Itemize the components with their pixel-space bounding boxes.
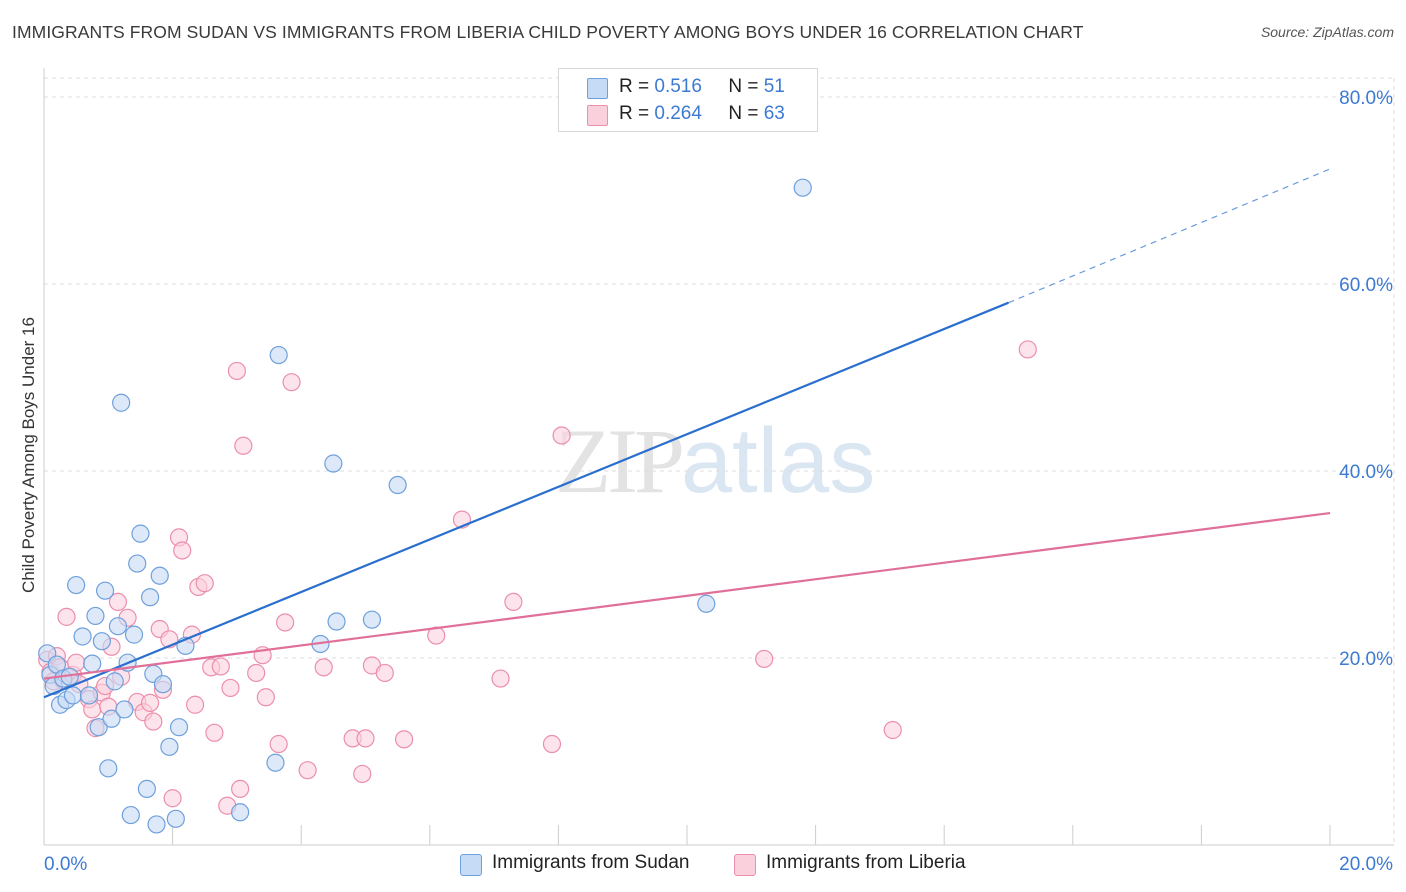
sudan-point bbox=[102, 709, 121, 728]
liberia-point bbox=[247, 663, 266, 683]
sudan-point bbox=[73, 627, 92, 646]
sudan-point bbox=[169, 718, 189, 737]
sudan-point bbox=[92, 632, 111, 651]
liberia-point bbox=[186, 695, 205, 714]
sudan-point bbox=[793, 178, 812, 197]
sudan-point bbox=[121, 805, 140, 825]
liberia-point bbox=[256, 688, 275, 707]
liberia-point bbox=[314, 658, 333, 677]
bottom-legend-swatch-sudan bbox=[460, 854, 482, 876]
liberia-point bbox=[1018, 340, 1037, 359]
sudan-point bbox=[327, 612, 346, 631]
legend-n-label: N = bbox=[728, 103, 759, 124]
y-tick-label: 20.0% bbox=[1339, 649, 1393, 670]
liberia-point bbox=[755, 649, 774, 669]
liberia-point bbox=[356, 729, 375, 748]
sudan-point bbox=[79, 686, 99, 705]
sudan-point bbox=[324, 454, 343, 473]
liberia-point bbox=[276, 613, 295, 632]
liberia-point bbox=[140, 693, 160, 712]
sudan-point bbox=[124, 625, 144, 644]
liberia-point bbox=[108, 592, 128, 612]
liberia-point bbox=[504, 592, 523, 612]
sudan-point bbox=[362, 610, 382, 629]
liberia-point bbox=[269, 734, 288, 754]
sudan-point bbox=[99, 759, 118, 778]
sudan-point bbox=[95, 581, 115, 600]
liberia-point bbox=[234, 436, 253, 455]
legend-r-value-sudan: 0.516 bbox=[654, 76, 702, 97]
bottom-legend-label-liberia: Immigrants from Liberia bbox=[766, 852, 966, 873]
legend-n-value-liberia: 63 bbox=[763, 103, 785, 124]
legend-r-label: R = bbox=[619, 103, 650, 124]
liberia-point bbox=[211, 657, 230, 676]
sudan-point bbox=[697, 594, 716, 613]
sudan-point bbox=[388, 475, 407, 495]
liberia-point bbox=[552, 426, 571, 445]
liberia-point bbox=[57, 607, 76, 626]
liberia-point bbox=[221, 678, 240, 698]
sudan-point bbox=[128, 554, 147, 573]
legend-r-value-liberia: 0.264 bbox=[654, 103, 702, 124]
liberia-point bbox=[491, 669, 510, 688]
sudan-point bbox=[153, 675, 173, 694]
liberia-point bbox=[144, 712, 163, 731]
chart-title: IMMIGRANTS FROM SUDAN VS IMMIGRANTS FROM… bbox=[12, 22, 1084, 42]
sudan-point bbox=[115, 700, 134, 719]
liberia-point bbox=[542, 734, 562, 754]
liberia-point bbox=[298, 761, 317, 780]
liberia-point bbox=[883, 720, 902, 740]
bottom-legend-swatch-liberia bbox=[734, 854, 756, 876]
sudan-point bbox=[89, 718, 108, 737]
x-tick-label: 20.0% bbox=[1339, 854, 1393, 875]
sudan-point bbox=[269, 345, 288, 365]
sudan-point bbox=[105, 672, 124, 691]
sudan-point bbox=[166, 809, 185, 828]
legend-n-value-sudan: 51 bbox=[763, 76, 785, 97]
liberia-point bbox=[353, 764, 372, 784]
liberia-point bbox=[163, 789, 182, 808]
x-tick-label: 0.0% bbox=[44, 854, 87, 875]
bottom-legend-label-sudan: Immigrants from Sudan bbox=[492, 852, 690, 873]
y-tick-label: 40.0% bbox=[1339, 462, 1393, 483]
liberia-point bbox=[173, 541, 192, 560]
source-attribution: Source: ZipAtlas.com bbox=[1260, 24, 1394, 40]
legend-r-label: R = bbox=[619, 76, 650, 97]
correlation-legend: R = 0.516 N = 51 R = 0.264 N = 63 bbox=[558, 68, 818, 132]
sudan-point bbox=[131, 524, 150, 543]
sudan-point bbox=[231, 803, 250, 822]
legend-stats-liberia: R = 0.264 N = 63 bbox=[619, 103, 785, 125]
sudan-point bbox=[83, 654, 102, 673]
y-tick-label: 60.0% bbox=[1339, 275, 1393, 296]
liberia-point bbox=[227, 361, 246, 381]
sudan-point bbox=[63, 686, 83, 705]
liberia-point bbox=[375, 663, 394, 683]
sudan-point bbox=[108, 617, 128, 636]
sudan-point bbox=[150, 566, 169, 585]
sudan-point bbox=[147, 815, 166, 834]
sudan-point bbox=[140, 588, 160, 607]
sudan-point bbox=[160, 737, 179, 756]
legend-stats-sudan: R = 0.516 N = 51 bbox=[619, 76, 785, 98]
sudan-point bbox=[137, 779, 156, 799]
legend-swatch-liberia bbox=[587, 105, 608, 126]
liberia-point bbox=[282, 373, 301, 392]
sudan-point bbox=[266, 753, 285, 772]
liberia-point bbox=[205, 723, 224, 742]
liberia-trend-line bbox=[43, 511, 1331, 680]
sudan-point bbox=[67, 575, 86, 595]
legend-swatch-sudan bbox=[587, 78, 608, 99]
liberia-point bbox=[195, 574, 214, 593]
y-tick-label: 80.0% bbox=[1339, 88, 1393, 109]
sudan-point bbox=[86, 606, 105, 626]
liberia-point bbox=[394, 730, 414, 749]
sudan-trend-extension bbox=[1008, 168, 1331, 304]
legend-n-label: N = bbox=[728, 76, 759, 97]
sudan-trend-line bbox=[43, 301, 1009, 699]
liberia-point bbox=[231, 779, 250, 799]
sudan-point bbox=[112, 393, 131, 412]
